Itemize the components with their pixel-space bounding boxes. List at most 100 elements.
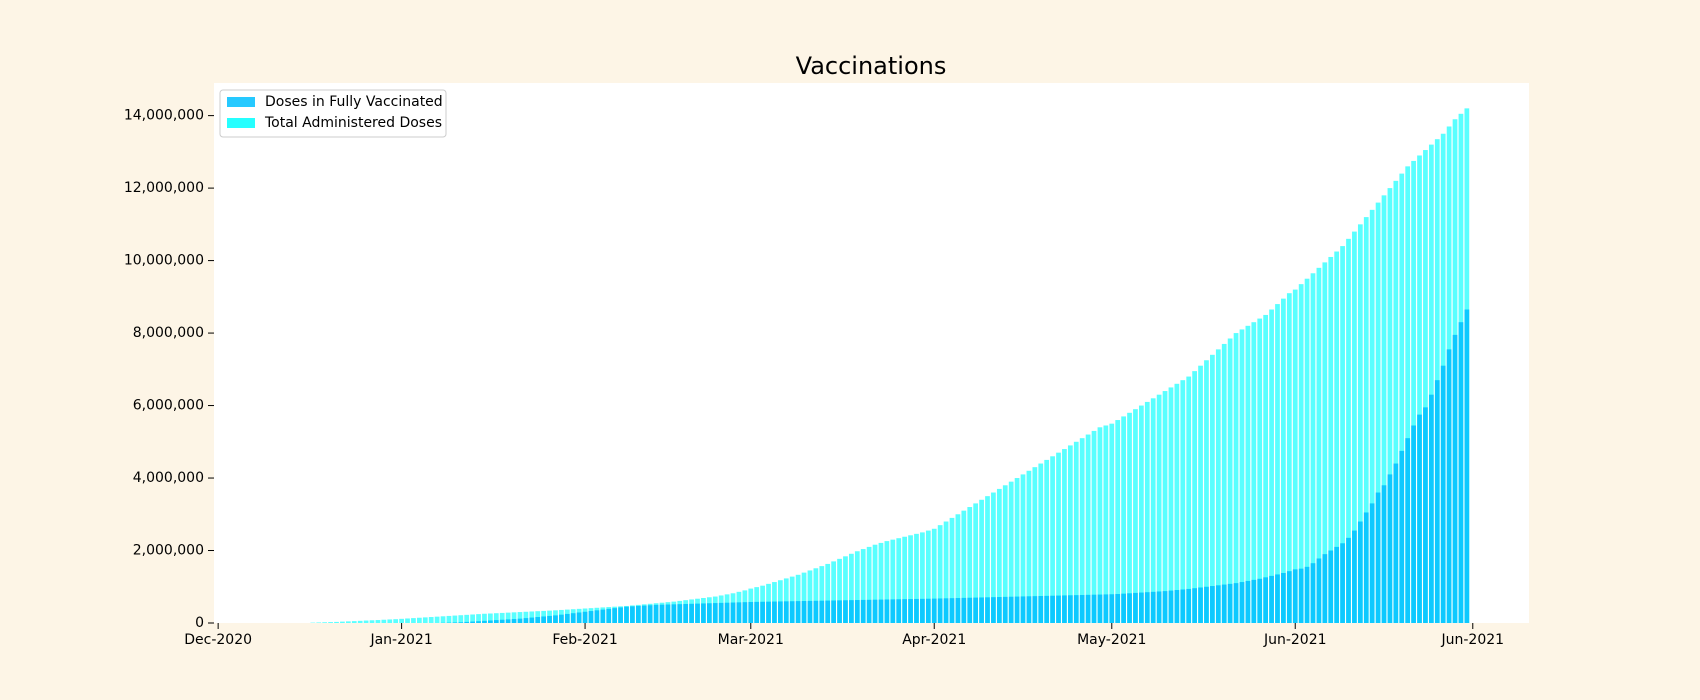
bar — [322, 622, 328, 623]
bar — [1381, 485, 1387, 623]
bar — [1357, 224, 1363, 623]
bar — [902, 536, 908, 623]
bar — [363, 620, 369, 623]
bar — [1174, 383, 1180, 623]
bar — [1062, 595, 1067, 623]
bar — [476, 621, 481, 623]
bar — [985, 597, 990, 623]
bar — [1357, 521, 1363, 623]
bar — [920, 532, 925, 623]
bar — [493, 613, 499, 623]
bar — [541, 616, 547, 623]
bar — [943, 521, 949, 623]
bar — [1079, 594, 1085, 623]
bar — [600, 609, 606, 623]
bar — [523, 611, 529, 623]
bar — [896, 599, 902, 623]
bar — [1428, 394, 1434, 623]
bar — [1239, 329, 1245, 623]
bar — [576, 612, 582, 623]
bar — [1133, 592, 1138, 623]
bar — [1044, 459, 1050, 623]
bar — [1269, 575, 1274, 623]
bar — [1210, 586, 1215, 623]
bar — [1091, 594, 1097, 623]
bar — [1162, 591, 1168, 623]
bar — [949, 598, 955, 623]
bar — [488, 620, 493, 623]
bar — [1198, 587, 1203, 623]
bar — [1044, 595, 1050, 623]
legend-label: Doses in Fully Vaccinated — [265, 94, 443, 110]
y-tick-label: 4,000,000 — [133, 470, 204, 486]
bar — [1233, 583, 1239, 623]
legend-label: Total Administered Doses — [264, 115, 442, 131]
bar — [1464, 309, 1470, 623]
bar — [949, 517, 955, 623]
bar — [1340, 543, 1345, 623]
bar — [381, 619, 387, 623]
bar — [659, 604, 665, 623]
bar — [665, 604, 671, 623]
bar — [440, 616, 446, 623]
bar — [1334, 546, 1340, 623]
bar — [837, 600, 842, 623]
bar — [316, 622, 322, 623]
bar — [748, 601, 754, 623]
bar — [1446, 349, 1452, 623]
plot-area — [214, 83, 1529, 623]
x-tick-label: Feb-2021 — [552, 632, 617, 648]
bar — [706, 603, 712, 623]
bar — [351, 621, 357, 623]
bar — [588, 611, 594, 623]
bar — [499, 619, 505, 623]
bar — [1417, 155, 1422, 623]
bar — [458, 615, 464, 623]
bar — [1387, 188, 1393, 623]
bar — [1405, 166, 1411, 623]
bar — [647, 605, 653, 623]
bar — [730, 602, 736, 623]
y-tick-label: 10,000,000 — [124, 253, 204, 269]
bar — [1423, 150, 1428, 623]
bar — [1275, 574, 1280, 623]
bar — [961, 597, 967, 623]
bar — [1298, 568, 1304, 623]
bar — [860, 549, 866, 623]
bar — [1032, 467, 1038, 623]
bar — [488, 613, 493, 623]
bar — [499, 612, 505, 623]
bar — [1428, 144, 1434, 624]
bar — [1221, 343, 1227, 623]
bar — [1026, 596, 1032, 623]
bar — [683, 603, 689, 623]
y-tick-label: 6,000,000 — [133, 398, 204, 414]
bar — [1056, 595, 1061, 623]
bar — [1144, 401, 1150, 623]
bar — [807, 600, 813, 623]
bar — [783, 601, 789, 623]
bar — [1032, 596, 1038, 623]
bar — [1251, 579, 1257, 623]
bar — [807, 570, 813, 623]
bar — [641, 605, 647, 623]
bar — [1286, 571, 1292, 623]
bar — [760, 601, 765, 623]
bar — [854, 600, 860, 623]
bar — [1127, 412, 1132, 623]
bar — [1038, 463, 1044, 623]
bar — [712, 603, 718, 623]
bar — [908, 599, 913, 623]
bar — [1257, 578, 1263, 623]
bar — [1127, 593, 1132, 623]
bar — [831, 600, 836, 623]
bar — [1363, 217, 1369, 623]
bar — [523, 618, 529, 623]
bar — [564, 613, 570, 623]
bar — [464, 614, 470, 623]
bar — [937, 598, 943, 623]
x-tick-label: Dec-2020 — [184, 632, 252, 648]
legend-box — [219, 89, 447, 138]
bar — [529, 611, 535, 623]
